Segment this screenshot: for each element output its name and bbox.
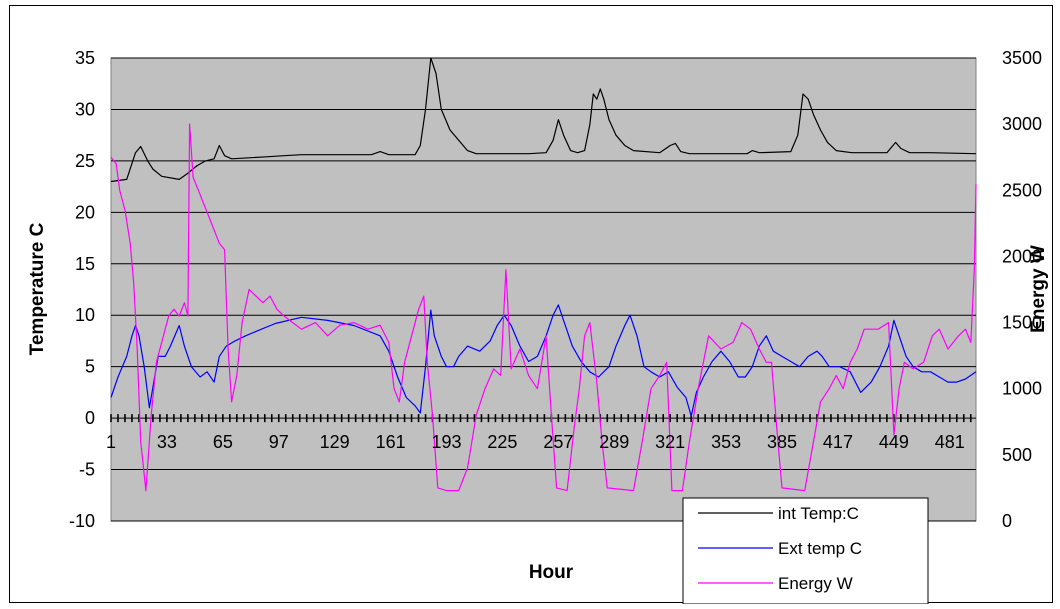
series-lines [110, 57, 977, 492]
series-line-int-temp-c [110, 57, 977, 183]
y-axis-ticks: 35 30 25 20 15 10 5 0 -5 -10 [69, 48, 95, 531]
y-tick-label: 10 [75, 305, 95, 325]
y-tick-label: 0 [85, 408, 95, 428]
x-tick-label: 65 [213, 432, 233, 452]
y2-tick-label: 1500 [1002, 313, 1042, 333]
y-tick-label: 5 [85, 357, 95, 377]
x-axis-ticks: 1 33 65 97 129 161 193 225 257 289 321 353 385 417 449… [106, 432, 965, 452]
legend: int Temp:C Ext temp C Energy W [682, 497, 929, 605]
series-line-ext-temp-c [110, 304, 977, 417]
y-tick-label: 15 [75, 254, 95, 274]
x-tick-label: 321 [655, 432, 685, 452]
y2-axis-ticks: 3500 3000 2500 2000 1500 1000 500 0 [1002, 48, 1042, 531]
x-tick-label: 129 [320, 432, 350, 452]
y2-tick-label: 3500 [1002, 48, 1042, 68]
legend-label-energy: Energy W [778, 574, 853, 593]
x-tick-label: 1 [106, 432, 116, 452]
y-tick-label: 30 [75, 99, 95, 119]
x-tick-label: 353 [711, 432, 741, 452]
y-axis-title: Temperature C [27, 222, 48, 355]
y2-tick-label: 500 [1002, 445, 1032, 465]
x-tick-label: 385 [767, 432, 797, 452]
y2-tick-label: 1000 [1002, 379, 1042, 399]
x-tick-label: 161 [376, 432, 406, 452]
x-tick-label: 417 [823, 432, 853, 452]
y-tick-label: -5 [79, 460, 95, 480]
y2-axis-title: Energy W [1028, 245, 1049, 333]
y-tick-label: 25 [75, 151, 95, 171]
x-axis-title: Hour [529, 562, 574, 583]
x-tick-label: 449 [879, 432, 909, 452]
series-line-energy-w [110, 123, 977, 492]
x-tick-label: 33 [157, 432, 177, 452]
y2-tick-label: 2000 [1002, 246, 1042, 266]
x-tick-label: 289 [599, 432, 629, 452]
y2-tick-label: 0 [1002, 511, 1012, 531]
x-tick-label: 257 [543, 432, 573, 452]
x-tick-label: 97 [269, 432, 289, 452]
y2-tick-label: 3000 [1002, 114, 1042, 134]
x-tick-label: 193 [431, 432, 461, 452]
legend-label-int-temp: int Temp:C [778, 504, 859, 523]
x-tick-label: 481 [935, 432, 965, 452]
plot-area [110, 57, 977, 522]
y2-tick-label: 2500 [1002, 180, 1042, 200]
y-tick-label: 35 [75, 48, 95, 68]
x-tick-label: 225 [487, 432, 517, 452]
zero-axis [110, 414, 976, 423]
y-tick-label: -10 [69, 511, 95, 531]
legend-label-ext-temp: Ext temp C [778, 539, 862, 558]
chart-frame: 35 30 25 20 15 10 5 0 -5 -10 3500 3000 2500 2000 1500… [9, 5, 1053, 605]
y-tick-label: 20 [75, 202, 95, 222]
legend-box [682, 497, 929, 605]
